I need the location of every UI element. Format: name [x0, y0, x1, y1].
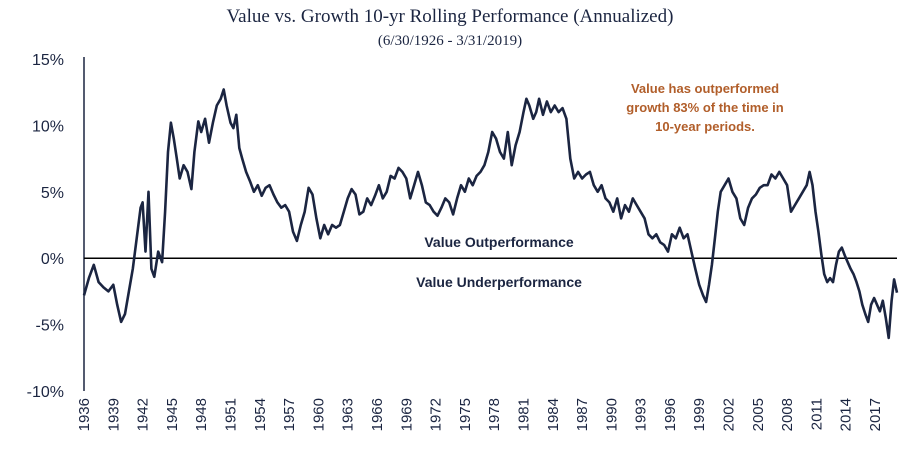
x-tick-label: 1978 — [486, 398, 503, 431]
note-text-line: Value has outperformed — [631, 81, 779, 96]
x-tick-label: 1954 — [252, 398, 269, 431]
x-tick-label: 2017 — [867, 398, 884, 431]
x-tick-label: 2008 — [779, 398, 796, 431]
annotation-outperformance: Value Outperformance — [424, 234, 574, 250]
x-tick-label: 1939 — [105, 398, 122, 431]
x-tick-label: 1975 — [457, 398, 474, 431]
chart-subtitle: (6/30/1926 - 3/31/2019) — [377, 33, 523, 49]
x-tick-label: 1981 — [516, 398, 533, 431]
y-tick-label: -5% — [36, 318, 64, 335]
annotation-underperformance: Value Underperformance — [416, 274, 582, 290]
y-tick-label: 10% — [32, 118, 64, 135]
x-tick-label: 1990 — [603, 398, 620, 431]
x-tick-label: 1987 — [574, 398, 591, 431]
series-line — [82, 88, 899, 340]
y-tick-label: 15% — [32, 52, 64, 69]
x-tick-label: 1996 — [662, 398, 679, 431]
y-tick-label: -10% — [27, 384, 64, 401]
x-tick-label: 1945 — [164, 398, 181, 431]
x-tick-label: 1993 — [633, 398, 650, 431]
x-tick-label: 2011 — [808, 398, 825, 430]
x-tick-label: 1960 — [310, 398, 327, 431]
x-tick-label: 1963 — [340, 398, 357, 431]
x-tick-label: 2014 — [838, 398, 855, 431]
x-tick-label: 1972 — [428, 398, 445, 431]
x-tick-label: 1948 — [193, 398, 210, 431]
x-tick-label: 1957 — [281, 398, 298, 431]
x-tick-label: 2002 — [721, 398, 738, 431]
y-tick-label: 0% — [41, 251, 64, 268]
x-tick-label: 1942 — [135, 398, 152, 431]
note-text-line: 10-year periods. — [655, 119, 755, 134]
x-tick-label: 1969 — [398, 398, 415, 431]
x-tick-label: 2005 — [750, 398, 767, 431]
note-text-line: growth 83% of the time in — [626, 100, 784, 115]
chart-title: Value vs. Growth 10-yr Rolling Performan… — [226, 6, 674, 27]
x-tick-label: 1984 — [545, 398, 562, 431]
x-tick-label: 1966 — [369, 398, 386, 431]
x-tick-label: 1951 — [223, 398, 240, 431]
x-tick-label: 1999 — [691, 398, 708, 431]
y-tick-label: 5% — [41, 185, 64, 202]
x-tick-label: 1936 — [76, 398, 93, 431]
